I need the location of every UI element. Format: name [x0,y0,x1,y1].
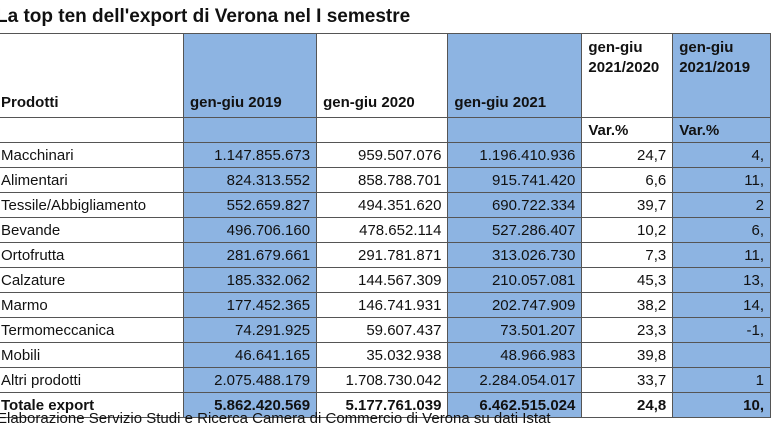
value-cell: 690.722.334 [447,192,583,218]
product-name: Tessile/Abbigliamento [0,192,184,218]
value-cell: 23,3 [581,317,674,343]
table-row: Mobili 46.641.165 35.032.938 48.966.983 39,8 [0,342,771,368]
value-cell: 146.741.931 [316,292,449,318]
value-cell: 6, [672,217,771,243]
header-2021: gen-giu 2021 [447,33,583,118]
value-cell: 478.652.114 [316,217,449,243]
value-cell: 144.567.309 [316,267,449,293]
empty-cell [316,117,449,143]
table-row: Calzature 185.332.062 144.567.309 210.057.0… [0,267,771,293]
table-row: Marmo 177.452.365 146.741.931 202.747.909 38… [0,292,771,318]
subheader-var: Var.% [581,117,674,143]
value-cell: 210.057.081 [447,267,583,293]
value-cell: 10,2 [581,217,674,243]
value-cell: 915.741.420 [447,167,583,193]
value-cell: 496.706.160 [182,217,318,243]
product-name: Ortofrutta [0,242,184,268]
product-name: Altri prodotti [0,367,184,393]
header-row: Prodotti gen-giu 2019 gen-giu 2020 gen-g… [0,33,771,118]
value-cell: 24,7 [581,142,674,168]
subheader-row: Var.% Var.% [0,117,771,143]
value-cell: 552.659.827 [182,192,318,218]
table-row: Tessile/Abbigliamento 552.659.827 494.351.… [0,192,771,218]
value-cell: 1.147.855.673 [182,142,318,168]
table-title: La top ten dell'export di Verona nel I s… [0,6,411,27]
source-note: Elaborazione Servizio Studi e Ricerca Ca… [0,410,551,427]
table-row: Altri prodotti 2.075.488.179 1.708.730.042… [0,367,771,393]
value-cell: 48.966.983 [447,342,583,368]
value-cell: 59.607.437 [316,317,449,343]
table-row: Ortofrutta 281.679.661 291.781.871 313.026.… [0,242,771,268]
value-cell: 1.708.730.042 [316,367,449,393]
value-cell: 74.291.925 [182,317,318,343]
value-cell: 11, [672,167,771,193]
product-name: Calzature [0,267,184,293]
empty-cell [182,117,318,143]
value-cell: 185.332.062 [182,267,318,293]
subheader-var: Var.% [672,117,771,143]
product-name: Mobili [0,342,184,368]
value-cell: 33,7 [581,367,674,393]
value-cell: 10, [672,392,771,418]
value-cell: 13, [672,267,771,293]
product-name: Macchinari [0,142,184,168]
value-cell: 1.196.410.936 [447,142,583,168]
product-name: Bevande [0,217,184,243]
value-cell: 291.781.871 [316,242,449,268]
value-cell: 11, [672,242,771,268]
value-cell: 45,3 [581,267,674,293]
value-cell: 6.462.515.024 [447,392,583,418]
header-var-2021-2019: gen-giu 2021/2019 [672,33,771,118]
header-prodotti: Prodotti [0,33,184,118]
value-cell: 2.284.054.017 [447,367,583,393]
value-cell: 177.452.365 [182,292,318,318]
value-cell: 24,8 [581,392,674,418]
value-cell: 527.286.407 [447,217,583,243]
value-cell: 959.507.076 [316,142,449,168]
empty-cell [447,117,583,143]
value-cell: 2 [672,192,771,218]
value-cell: -1, [672,317,771,343]
header-var-2021-2020: gen-giu 2021/2020 [581,33,674,118]
value-cell: 824.313.552 [182,167,318,193]
header-2019: gen-giu 2019 [182,33,318,118]
product-name: Termomeccanica [0,317,184,343]
value-cell: 494.351.620 [316,192,449,218]
value-cell: 2.075.488.179 [182,367,318,393]
value-cell: 5.177.761.039 [316,392,449,418]
value-cell: 39,8 [581,342,674,368]
table-row: Bevande 496.706.160 478.652.114 527.286.407… [0,217,771,243]
table-row: Macchinari 1.147.855.673 959.507.076 1.196.… [0,142,771,168]
product-name: Totale export [0,392,184,418]
value-cell: 1 [672,367,771,393]
value-cell: 39,7 [581,192,674,218]
product-name: Alimentari [0,167,184,193]
value-cell: 14, [672,292,771,318]
product-name: Marmo [0,292,184,318]
value-cell: 202.747.909 [447,292,583,318]
value-cell [672,342,771,368]
export-table: Prodotti gen-giu 2019 gen-giu 2020 gen-g… [0,33,771,418]
value-cell: 6,6 [581,167,674,193]
value-cell: 313.026.730 [447,242,583,268]
empty-cell [0,117,184,143]
value-cell: 281.679.661 [182,242,318,268]
table-row: Termomeccanica 74.291.925 59.607.437 73.501… [0,317,771,343]
value-cell: 5.862.420.569 [182,392,318,418]
total-row: Totale export 5.862.420.569 5.177.761.039 6… [0,392,771,418]
value-cell: 7,3 [581,242,674,268]
header-2020: gen-giu 2020 [316,33,449,118]
value-cell: 4, [672,142,771,168]
value-cell: 38,2 [581,292,674,318]
value-cell: 35.032.938 [316,342,449,368]
value-cell: 73.501.207 [447,317,583,343]
table-row: Alimentari 824.313.552 858.788.701 915.741.… [0,167,771,193]
value-cell: 46.641.165 [182,342,318,368]
value-cell: 858.788.701 [316,167,449,193]
